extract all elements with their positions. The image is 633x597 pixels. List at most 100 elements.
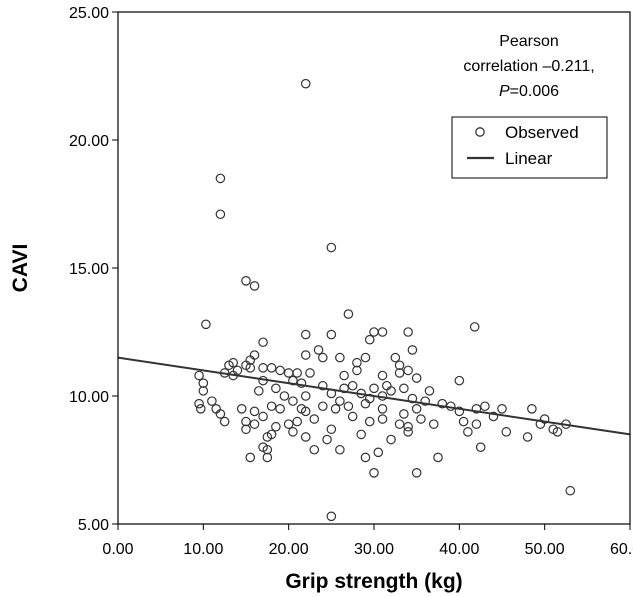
y-tick-label: 20.00 <box>69 133 109 150</box>
observed-point <box>339 370 349 381</box>
observed-point <box>364 416 375 427</box>
y-tick-label: 15.00 <box>69 261 109 278</box>
observed-point <box>309 414 320 424</box>
observed-point <box>326 511 337 522</box>
observed-point <box>215 173 226 184</box>
observed-point <box>300 350 311 360</box>
observed-point <box>249 281 260 291</box>
observed-point <box>352 365 362 376</box>
legend-linear-label: Linear <box>505 149 553 168</box>
observed-point <box>275 403 285 414</box>
x-tick-label: 30.00 <box>354 541 394 558</box>
observed-point <box>424 386 435 396</box>
observed-point <box>283 368 294 378</box>
y-axis-title: CAVI <box>9 244 32 293</box>
observed-point <box>488 411 499 422</box>
observed-point <box>241 275 251 286</box>
observed-point <box>497 403 507 414</box>
observed-point <box>475 442 486 452</box>
linear-fit-line <box>117 356 631 436</box>
x-tick-label: 10.00 <box>183 541 223 558</box>
observed-point <box>245 363 256 373</box>
observed-point <box>364 334 375 345</box>
observed-point <box>207 396 217 406</box>
x-tick-label: 20.00 <box>269 541 309 558</box>
observed-point <box>271 383 281 394</box>
observed-point <box>258 411 268 422</box>
observed-point <box>343 309 354 319</box>
observed-point <box>266 401 277 412</box>
observed-point <box>300 329 311 340</box>
observed-point <box>292 368 302 378</box>
observed-point <box>403 427 413 437</box>
observed-point <box>219 416 230 427</box>
observed-point <box>369 383 379 394</box>
observed-point <box>403 421 413 432</box>
fit-layer <box>117 356 631 436</box>
y-tick-label: 5.00 <box>78 517 109 534</box>
observed-point <box>326 329 337 340</box>
observed-point <box>300 432 311 442</box>
legend-box <box>451 116 608 179</box>
observed-point <box>279 391 290 401</box>
observed-point <box>416 414 426 424</box>
legend-observed-label: Observed <box>505 123 579 142</box>
observed-point <box>195 403 206 414</box>
observed-point <box>317 401 328 412</box>
observed-point <box>463 427 473 437</box>
x-tick-label: 0.00 <box>102 541 133 558</box>
observed-point <box>326 424 337 435</box>
observed-point <box>253 386 264 396</box>
observed-point <box>249 406 260 417</box>
plot-frame <box>117 11 631 525</box>
observed-point <box>471 403 482 414</box>
observed-point <box>300 406 311 417</box>
observed-point <box>501 427 512 437</box>
observed-point <box>411 373 422 383</box>
x-tick-label: 40.00 <box>439 541 479 558</box>
x-axis-title: Grip strength (kg) <box>285 570 462 593</box>
observed-point <box>407 345 418 355</box>
observed-point <box>394 368 405 378</box>
annotation-p-italic: P <box>499 83 510 100</box>
observed-point <box>356 429 366 440</box>
observed-point <box>369 467 379 478</box>
annotation-line-1: Pearson <box>499 33 559 50</box>
observed-point <box>360 398 371 409</box>
observed-point <box>377 414 388 424</box>
observed-point <box>258 337 268 348</box>
observed-point <box>386 434 396 445</box>
observed-point <box>403 365 413 376</box>
ticks-layer: 0.00 10.00 20.00 30.00 40.00 50.00 60.00 5.00 10… <box>69 5 633 558</box>
y-tick-label: 25.00 <box>69 5 109 22</box>
annotation-line-3: P=0.006 <box>499 83 559 100</box>
observed-point <box>458 416 469 427</box>
observed-point <box>266 363 277 373</box>
observed-point <box>288 427 298 437</box>
observed-point <box>201 319 211 330</box>
observed-point <box>469 322 480 332</box>
observed-point <box>258 363 268 373</box>
observed-point <box>399 383 409 394</box>
observed-point <box>399 409 409 419</box>
observed-point <box>292 416 302 427</box>
legend: Observed Linear <box>451 116 608 179</box>
observed-point <box>335 352 345 363</box>
observed-point <box>215 209 226 220</box>
observed-point <box>300 391 311 401</box>
observed-point <box>249 419 260 429</box>
observed-point <box>283 419 294 429</box>
observed-point <box>411 403 422 414</box>
observed-point <box>335 396 345 406</box>
observed-point <box>330 403 341 414</box>
observed-point <box>249 350 260 360</box>
legend-observed-marker <box>475 127 485 137</box>
observed-point <box>428 419 439 429</box>
observed-point <box>343 401 354 412</box>
observed-point <box>300 78 311 89</box>
observed-point <box>390 352 401 363</box>
observed-point <box>271 421 281 432</box>
observed-point <box>403 327 413 337</box>
observed-point <box>352 357 362 368</box>
observed-point <box>262 452 273 463</box>
